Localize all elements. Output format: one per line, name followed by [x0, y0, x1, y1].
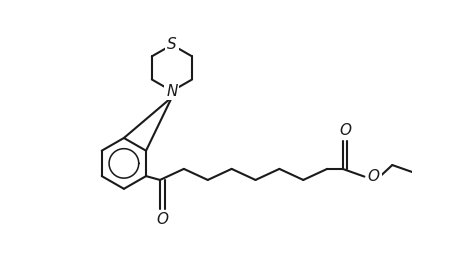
Text: O: O	[339, 123, 351, 138]
Text: O: O	[368, 169, 380, 184]
Text: O: O	[156, 213, 169, 228]
Text: N: N	[166, 84, 178, 99]
Text: S: S	[167, 37, 177, 52]
